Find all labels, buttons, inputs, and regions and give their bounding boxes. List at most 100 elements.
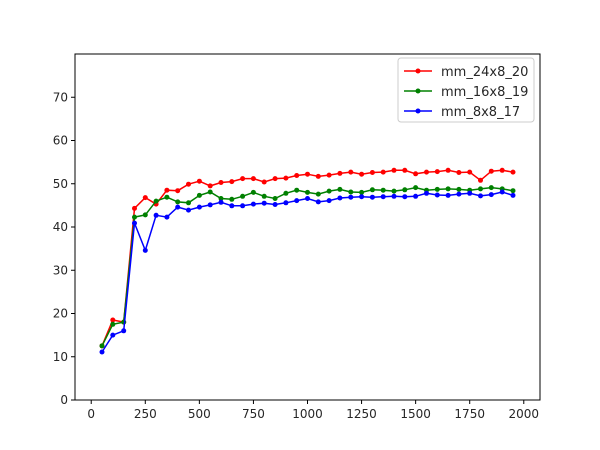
data-point <box>413 185 419 191</box>
data-point <box>121 328 127 334</box>
data-point <box>305 189 310 195</box>
plot-area <box>99 167 516 355</box>
data-point <box>488 168 494 174</box>
y-tick-label: 40 <box>53 220 68 234</box>
data-point <box>434 192 440 198</box>
data-point <box>369 194 375 200</box>
data-point <box>283 175 289 181</box>
data-point <box>369 187 375 193</box>
data-point <box>240 203 246 209</box>
x-tick-label: 1250 <box>346 407 377 421</box>
data-point <box>402 187 408 193</box>
data-point <box>380 187 386 193</box>
legend-label: mm_24x8_20 <box>441 65 528 80</box>
data-point <box>348 169 354 175</box>
x-tick-label: 2000 <box>509 407 540 421</box>
data-point <box>175 188 181 194</box>
x-tick-label: 250 <box>134 407 157 421</box>
data-point <box>164 214 170 220</box>
data-point <box>240 176 246 182</box>
data-point <box>305 171 310 177</box>
series-line <box>101 186 514 347</box>
x-tick-label: 1750 <box>454 407 485 421</box>
data-point <box>218 196 224 201</box>
x-tick-label: 1500 <box>400 407 431 421</box>
series-mm_16x8_19 <box>99 185 516 349</box>
data-point <box>315 173 321 179</box>
data-point <box>380 169 386 175</box>
data-point <box>467 190 473 196</box>
data-point <box>488 185 494 191</box>
data-point <box>445 167 451 173</box>
data-point <box>196 178 202 184</box>
data-point <box>510 192 516 198</box>
data-point <box>434 169 440 175</box>
data-point <box>294 173 300 178</box>
data-point <box>510 169 516 175</box>
y-tick-label: 30 <box>53 263 68 277</box>
legend: mm_24x8_20 mm_16x8_19 mm_8x8_17 <box>397 57 535 123</box>
data-point <box>359 189 365 195</box>
series-mm_8x8_17 <box>99 189 516 355</box>
x-tick-label: 750 <box>242 407 265 421</box>
data-point <box>229 179 235 185</box>
data-point <box>359 171 365 177</box>
data-point <box>186 200 191 206</box>
data-point <box>175 199 181 205</box>
data-point <box>456 186 462 192</box>
data-point <box>283 200 289 206</box>
data-point <box>218 199 224 205</box>
data-point <box>229 203 235 209</box>
data-point <box>467 169 473 175</box>
legend-marker-icon <box>415 88 421 94</box>
data-point <box>250 176 256 182</box>
data-point <box>445 186 451 192</box>
data-point <box>142 195 148 201</box>
data-point <box>272 196 278 201</box>
data-point <box>326 188 332 194</box>
data-point <box>229 196 235 202</box>
data-point <box>402 194 408 200</box>
data-point <box>499 189 505 195</box>
legend-box <box>397 57 535 123</box>
data-point <box>110 317 116 323</box>
data-point <box>305 196 310 201</box>
y-tick-label: 60 <box>53 134 68 148</box>
data-point <box>272 176 278 182</box>
data-point <box>153 198 159 204</box>
data-point <box>402 167 408 173</box>
legend-marker-icon <box>415 108 421 114</box>
data-point <box>456 170 462 175</box>
data-point <box>186 207 191 213</box>
data-point <box>337 186 343 192</box>
data-point <box>153 212 159 218</box>
data-point <box>132 205 137 211</box>
data-point <box>142 247 148 253</box>
data-point <box>196 204 202 210</box>
data-point <box>99 343 105 349</box>
data-point <box>424 169 429 175</box>
data-point <box>326 198 332 204</box>
data-point <box>391 193 397 199</box>
data-point <box>456 191 462 197</box>
data-point <box>478 193 483 199</box>
data-point <box>132 214 137 220</box>
data-point <box>218 180 224 185</box>
x-tick-label: 1000 <box>292 407 323 421</box>
data-point <box>488 192 494 198</box>
data-point <box>445 192 451 198</box>
data-point <box>283 190 289 196</box>
data-point <box>359 194 365 200</box>
data-point <box>196 192 202 198</box>
legend-item: mm_24x8_20 <box>404 65 528 80</box>
data-point <box>424 190 429 196</box>
data-point <box>369 170 375 175</box>
y-tick-label: 0 <box>60 393 68 407</box>
data-point <box>110 332 116 338</box>
data-point <box>294 187 300 193</box>
legend-item: mm_8x8_17 <box>404 105 520 120</box>
legend-item: mm_16x8_19 <box>404 85 528 100</box>
data-point <box>413 171 419 177</box>
legend-label: mm_8x8_17 <box>441 105 520 120</box>
data-point <box>142 212 148 218</box>
